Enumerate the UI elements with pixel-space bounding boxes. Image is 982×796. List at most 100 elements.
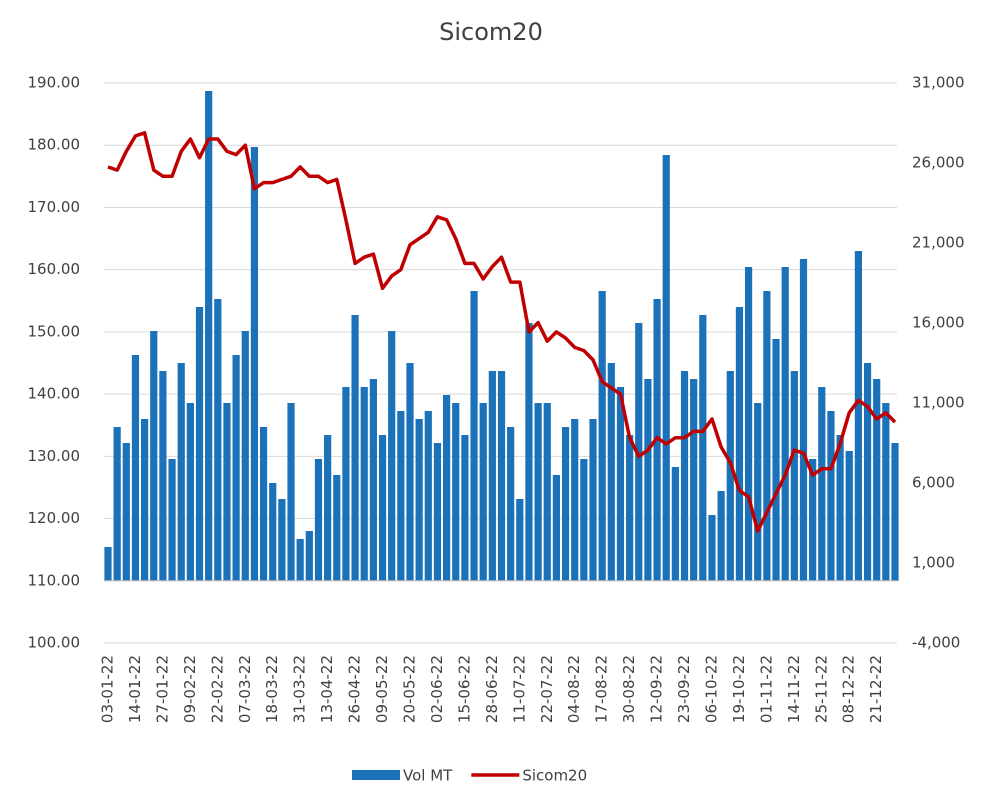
y2-tick-label: 31,000	[912, 74, 965, 92]
bar	[571, 419, 579, 581]
bar	[397, 411, 405, 581]
y2-tick-label: 26,000	[912, 154, 965, 172]
bar	[442, 395, 451, 581]
bar	[781, 267, 789, 581]
bar	[809, 459, 817, 581]
bar	[818, 387, 826, 581]
bar	[259, 427, 268, 581]
bar	[378, 435, 387, 581]
bar	[497, 371, 506, 581]
bar	[141, 419, 149, 581]
bar	[589, 419, 597, 581]
bar	[744, 267, 753, 581]
bar	[552, 475, 561, 581]
x-tick-label: 02-06-22	[428, 655, 446, 723]
y-tick-label: 150.00	[28, 322, 81, 340]
y-tick-label: 190.00	[28, 74, 81, 92]
bar	[324, 435, 332, 581]
bar	[360, 387, 368, 581]
bar	[479, 403, 487, 581]
bar	[882, 403, 890, 581]
bar	[250, 147, 259, 581]
bar	[635, 323, 643, 581]
x-tick-label: 08-12-22	[840, 655, 858, 723]
x-tick-label: 07-03-22	[236, 655, 254, 723]
bar	[195, 307, 204, 581]
x-tick-label: 14-01-22	[126, 655, 144, 723]
bar	[470, 291, 478, 581]
x-tick-label: 06-10-22	[702, 655, 720, 723]
bar	[699, 315, 707, 581]
bar	[415, 419, 423, 581]
bar	[543, 403, 551, 581]
bar	[534, 403, 542, 581]
line	[107, 131, 897, 533]
bar	[754, 403, 762, 581]
x-tick-label: 12-09-22	[648, 655, 666, 723]
bar	[626, 435, 634, 581]
bar	[305, 531, 313, 581]
bar	[644, 379, 652, 581]
x-tick-label: 31-03-22	[291, 655, 309, 723]
y-tick-label: 180.00	[28, 136, 81, 154]
bar	[516, 499, 524, 581]
bar	[772, 339, 780, 581]
y2-tick-label: 6,000	[912, 474, 955, 492]
bar	[333, 475, 341, 581]
bar	[662, 155, 670, 581]
bar	[351, 315, 359, 581]
y-tick-label: 120.00	[28, 509, 81, 527]
y2-tick-label: 1,000	[912, 554, 955, 572]
y-tick-label: 140.00	[28, 385, 81, 403]
bar	[690, 379, 698, 581]
x-tick-label: 17-08-22	[593, 655, 611, 723]
bar	[607, 363, 615, 581]
bar	[854, 251, 862, 581]
bar	[186, 403, 194, 581]
x-tick-label: 11-07-22	[510, 655, 528, 723]
bar	[671, 467, 679, 581]
x-tick-label: 09-02-22	[181, 655, 199, 723]
bar	[561, 427, 570, 581]
bar	[598, 291, 606, 581]
x-tick-label: 18-03-22	[263, 655, 281, 723]
bar	[616, 387, 625, 581]
bar	[488, 371, 496, 581]
y-tick-label: 160.00	[28, 260, 81, 278]
bar	[433, 443, 442, 581]
x-tick-label: 01-11-22	[757, 655, 775, 723]
bar	[836, 435, 844, 581]
chart-title: Sicom20	[439, 18, 543, 46]
bar	[150, 331, 158, 581]
bar	[726, 371, 734, 581]
y2-tick-label: 16,000	[912, 314, 965, 332]
bar	[269, 483, 277, 581]
y-tick-label: 170.00	[28, 198, 81, 216]
bar	[205, 91, 213, 581]
y2-tick-label: 21,000	[912, 234, 965, 252]
bar	[232, 355, 240, 581]
legend-label: Sicom20	[522, 767, 587, 785]
bar	[790, 371, 798, 581]
x-tick-label: 03-01-22	[99, 655, 117, 723]
bar	[873, 379, 881, 581]
bar	[104, 547, 112, 581]
bar	[424, 411, 432, 581]
x-tick-label: 26-04-22	[346, 655, 364, 723]
bar	[452, 403, 460, 581]
bar	[214, 299, 222, 581]
bar	[891, 443, 899, 581]
bar	[388, 331, 396, 581]
bar	[799, 259, 808, 581]
bar	[735, 307, 744, 581]
bar	[177, 363, 185, 581]
bar	[241, 331, 249, 581]
bar	[717, 491, 725, 581]
bar	[369, 379, 377, 581]
bar	[845, 451, 853, 581]
y-tick-label: 130.00	[28, 447, 81, 465]
x-tick-label: 22-07-22	[538, 655, 556, 723]
bar	[223, 403, 231, 581]
bar	[406, 363, 414, 581]
